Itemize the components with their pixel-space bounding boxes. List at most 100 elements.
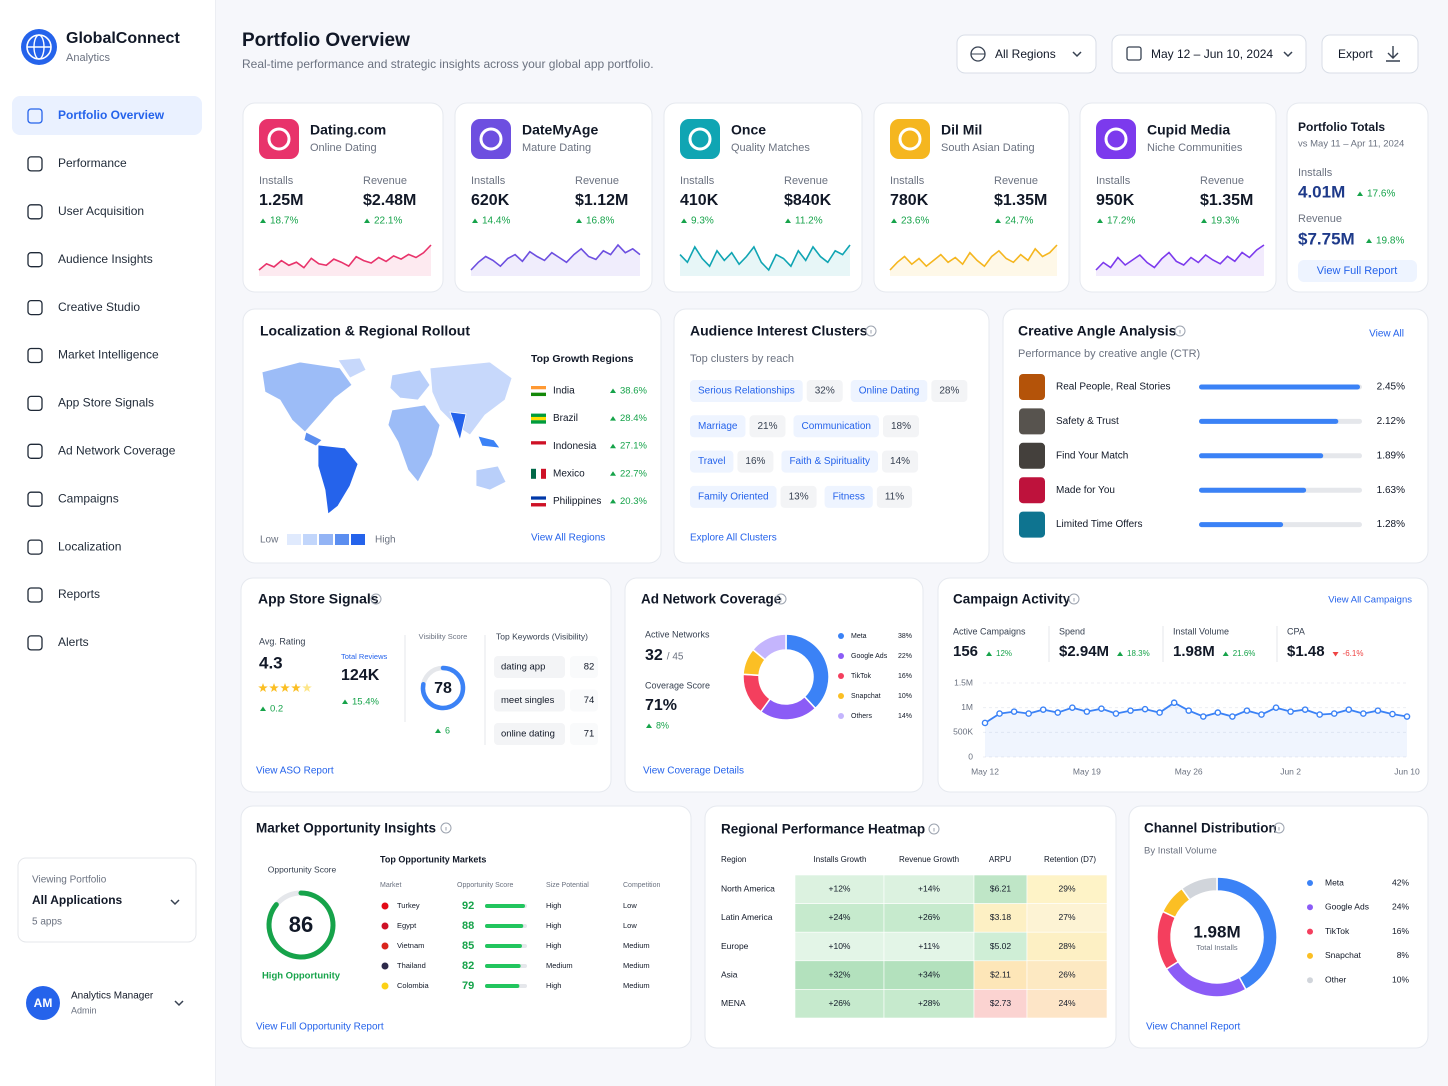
legend-dot (1307, 977, 1313, 984)
chip-label: Online Dating (859, 386, 920, 397)
app-name: Dil Mil (941, 122, 982, 138)
nav-item[interactable]: Market Intelligence (58, 348, 159, 362)
info-icon (440, 822, 452, 834)
label: Meta (1325, 877, 1344, 887)
metric-value: $2.94M (1059, 643, 1109, 660)
link[interactable]: Explore All Clusters (690, 533, 777, 544)
label: High (546, 941, 561, 950)
label: Made for You (1056, 485, 1115, 496)
card-title: Regional Performance Heatmap (721, 822, 925, 837)
line-point (1069, 704, 1076, 711)
date-button[interactable] (1111, 34, 1307, 74)
chip (781, 450, 879, 473)
trend-arrow (435, 728, 441, 733)
heat-cell (883, 874, 975, 904)
link[interactable]: View All Campaigns (1328, 595, 1412, 606)
app-name: Once (731, 122, 766, 138)
thumbnail (1019, 374, 1045, 400)
legend-dot (1307, 904, 1313, 911)
label: Medium (623, 961, 650, 970)
link[interactable]: View Full Report (1317, 265, 1398, 277)
label: 24% (1058, 998, 1075, 1008)
change-value: 9.3% (691, 216, 714, 227)
label: Google Ads (1325, 902, 1369, 912)
nav-item[interactable]: Performance (58, 156, 127, 170)
nav-item[interactable]: Ad Network Coverage (58, 443, 176, 457)
app-icon-glyph (898, 127, 922, 151)
nav-item[interactable]: Creative Studio (58, 300, 140, 314)
app-icon (680, 119, 720, 159)
link[interactable]: View All (1369, 329, 1404, 340)
chevron-icon (1072, 51, 1082, 58)
star (269, 683, 279, 692)
flag (531, 496, 546, 500)
flag (531, 468, 536, 479)
line-point (1389, 710, 1396, 718)
chip-label: 21% (757, 421, 777, 432)
download-icon (1386, 46, 1400, 62)
change-value: 8% (656, 720, 669, 730)
link[interactable]: View ASO Report (256, 766, 334, 777)
trend-arrow (610, 416, 616, 421)
nav-item[interactable]: User Acquisition (58, 204, 144, 218)
link[interactable]: View Full Opportunity Report (256, 1022, 384, 1033)
link[interactable]: View Coverage Details (643, 766, 744, 777)
flag (381, 942, 389, 950)
label: Low (623, 901, 637, 910)
legend-swatch (319, 534, 333, 545)
nav-item[interactable]: Audience Insights (58, 252, 153, 266)
nav-item[interactable]: Reports (58, 587, 100, 601)
chip (690, 485, 777, 508)
nav-item[interactable]: Campaigns (58, 491, 119, 505)
metric-value: 1.25M (259, 192, 303, 209)
nav-icon (27, 156, 43, 172)
nav-item[interactable]: Portfolio Overview (58, 108, 165, 122)
flag (531, 444, 546, 448)
nav-item[interactable]: App Store Signals (58, 396, 154, 410)
heat-cell (883, 931, 975, 962)
column-header: Opportunity Score (457, 882, 514, 889)
portfolio-select[interactable] (17, 857, 197, 943)
legend-dot (1307, 952, 1313, 959)
label: Active Networks (645, 629, 710, 639)
label: Asia (721, 969, 738, 979)
metric-value: 4.01M (1298, 182, 1345, 201)
info-icon (1068, 593, 1080, 605)
change-value: 16.8% (586, 216, 614, 227)
nav-item[interactable]: Alerts (58, 635, 89, 649)
flag (531, 447, 546, 452)
link[interactable]: View All Regions (531, 533, 605, 544)
flag (536, 468, 541, 479)
line-point (1199, 713, 1207, 720)
line-point (1243, 707, 1251, 714)
column-header: Competition (623, 882, 660, 889)
line-point (981, 719, 989, 727)
label: Medium (623, 941, 650, 950)
nav-active-bg (12, 96, 202, 135)
card-title: Localization & Regional Rollout (260, 323, 470, 339)
report-button[interactable] (1298, 260, 1417, 282)
export-button[interactable] (1321, 34, 1419, 74)
label: +26% (918, 912, 940, 922)
chevron-icon (170, 899, 180, 906)
nav-item[interactable]: Localization (58, 539, 121, 553)
heat-cell (973, 960, 1028, 990)
region-button[interactable] (956, 34, 1097, 74)
label: Low (260, 535, 279, 546)
label: 16% (1392, 926, 1409, 936)
label: Medium (546, 961, 573, 970)
link[interactable]: View Channel Report (1146, 1022, 1241, 1033)
gauge-arc (420, 665, 466, 711)
flag (381, 902, 389, 910)
label: Indonesia (553, 441, 597, 452)
flag (381, 922, 389, 930)
change-value: 17.6% (1367, 189, 1395, 200)
change-value: 0.2 (270, 704, 283, 715)
star (291, 683, 301, 692)
label: 1.63% (1377, 485, 1405, 496)
line-area (985, 702, 1407, 757)
label: +12% (829, 884, 851, 894)
trend-arrow (1117, 651, 1124, 656)
thumbnail (1019, 477, 1045, 504)
